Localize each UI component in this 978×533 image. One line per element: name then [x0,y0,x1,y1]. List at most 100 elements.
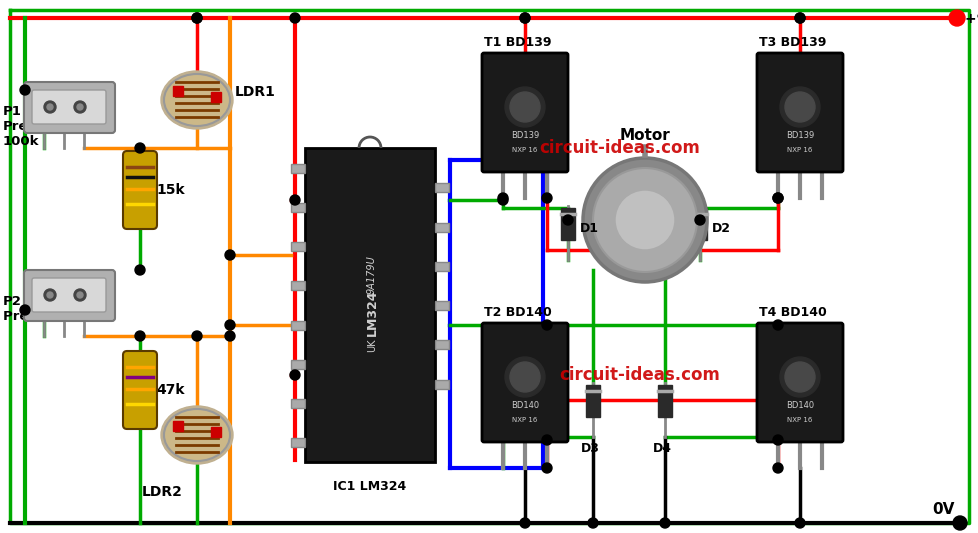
Bar [586,385,600,417]
Bar [434,301,449,310]
Text: LDR1: LDR1 [235,85,276,99]
Circle shape [779,87,820,127]
Bar [290,360,305,369]
Circle shape [773,435,782,445]
FancyBboxPatch shape [481,323,567,442]
Circle shape [289,370,299,380]
FancyBboxPatch shape [123,151,156,229]
Circle shape [192,331,201,341]
Text: NXP 16: NXP 16 [786,417,812,423]
Circle shape [948,10,964,26]
Circle shape [773,320,782,330]
Text: LM324: LM324 [365,290,378,336]
Bar [173,421,183,431]
Circle shape [289,195,299,205]
Circle shape [593,168,696,272]
FancyBboxPatch shape [32,278,106,312]
Text: NXP 16: NXP 16 [511,147,537,153]
Circle shape [225,250,235,260]
Text: BD139: BD139 [785,131,814,140]
Text: +9V to 15V: +9V to 15V [964,12,978,26]
Text: T4 BD140: T4 BD140 [758,306,825,319]
Text: D1: D1 [579,222,599,236]
FancyBboxPatch shape [24,270,114,321]
FancyBboxPatch shape [481,53,567,172]
Circle shape [47,292,53,298]
Bar [290,399,305,408]
Text: 0V: 0V [931,503,954,518]
Bar [290,281,305,290]
Ellipse shape [160,71,233,129]
Text: T3 BD139: T3 BD139 [758,36,825,49]
Text: P2
Preset 10k: P2 Preset 10k [3,295,83,323]
Bar [290,242,305,251]
Circle shape [794,518,804,528]
Bar [173,86,183,96]
Circle shape [47,104,53,110]
Text: BD140: BD140 [511,400,539,409]
Circle shape [773,193,782,203]
Circle shape [74,101,86,113]
Text: T1 BD139: T1 BD139 [483,36,551,49]
Circle shape [20,85,30,95]
Circle shape [192,13,201,23]
Text: IC1 LM324: IC1 LM324 [333,480,406,493]
Circle shape [542,193,552,203]
Circle shape [510,362,540,392]
Text: LDR2: LDR2 [142,485,183,499]
Circle shape [952,516,966,530]
Circle shape [614,190,674,250]
Circle shape [498,193,508,203]
Circle shape [135,143,145,153]
Bar [305,148,434,462]
FancyBboxPatch shape [32,90,106,124]
Circle shape [44,101,56,113]
Ellipse shape [160,406,233,464]
FancyBboxPatch shape [123,351,156,429]
Circle shape [192,13,201,23]
FancyBboxPatch shape [756,323,842,442]
Circle shape [44,289,56,301]
Text: BD140: BD140 [785,400,814,409]
Circle shape [542,320,552,330]
Text: UK: UK [367,338,377,352]
Text: 47k: 47k [156,383,184,397]
Circle shape [225,331,235,341]
Circle shape [794,13,804,23]
Ellipse shape [164,74,230,126]
Circle shape [510,92,540,122]
Text: D2: D2 [711,222,731,236]
Text: NXP 16: NXP 16 [786,147,812,153]
FancyBboxPatch shape [24,82,114,133]
Text: T2 BD140: T2 BD140 [483,306,552,319]
Text: 15k: 15k [156,183,185,197]
Bar [290,164,305,173]
Circle shape [289,13,299,23]
Text: D4: D4 [651,442,671,455]
Circle shape [505,87,545,127]
Circle shape [135,265,145,275]
Text: 9A179U: 9A179U [367,256,377,294]
Text: Motor: Motor [619,128,670,143]
Circle shape [542,463,552,473]
Text: circuit-ideas.com: circuit-ideas.com [559,366,720,384]
Circle shape [659,518,669,528]
Text: circuit-ideas.com: circuit-ideas.com [539,139,699,157]
Bar [434,222,449,231]
Bar [434,183,449,192]
Ellipse shape [164,409,230,461]
Circle shape [519,518,529,528]
Circle shape [784,92,814,122]
Circle shape [74,289,86,301]
Circle shape [773,463,782,473]
Text: BD139: BD139 [511,131,539,140]
Bar [211,427,221,437]
Circle shape [77,104,83,110]
Circle shape [519,13,529,23]
Bar [211,92,221,102]
Circle shape [505,357,545,397]
Circle shape [225,320,235,330]
Bar [692,208,706,240]
Bar [290,321,305,329]
Text: NXP 16: NXP 16 [511,417,537,423]
